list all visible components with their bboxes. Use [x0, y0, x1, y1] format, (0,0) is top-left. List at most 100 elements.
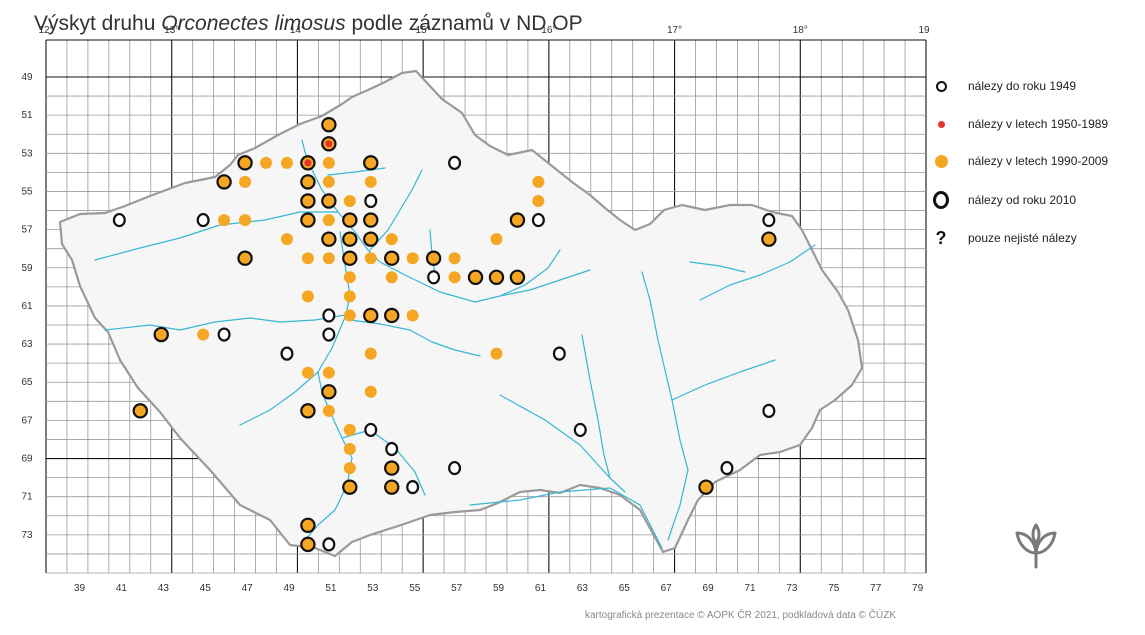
- record-from-2010: [322, 537, 336, 552]
- legend-label: nálezy od roku 2010: [968, 193, 1077, 207]
- record-from-2010: [448, 155, 462, 170]
- bottom-axis-label: 77: [870, 583, 882, 594]
- record-from-2010: [196, 212, 210, 228]
- bottom-axis-label: 43: [158, 583, 170, 594]
- record-2010-on-1990-2009: [321, 384, 337, 400]
- record-2010-on-1990-2009: [509, 269, 526, 286]
- left-axis-label: 61: [21, 301, 33, 312]
- left-axis-label: 63: [21, 339, 33, 350]
- record-2010-on-1990-2009: [216, 174, 232, 190]
- legend-symbol-question-mark: ?: [935, 227, 947, 248]
- record-1990-2009: [490, 233, 503, 246]
- record-from-2010: [406, 480, 420, 495]
- record-1990-2009: [406, 309, 419, 322]
- record-2010-on-1990-2009: [153, 326, 169, 343]
- record-1990-2009: [197, 328, 210, 341]
- record-2010-on-1990-2009: [342, 250, 358, 266]
- river-svratka: [581, 334, 626, 493]
- record-2010-on-1990-2009: [384, 479, 400, 495]
- record-1990-2009: [322, 156, 335, 169]
- top-axis-label: 13°: [164, 25, 179, 36]
- record-1990-2009: [322, 252, 335, 265]
- record-from-2010: [280, 346, 294, 361]
- record-2010-on-1990-2009: [321, 116, 337, 133]
- left-axis-label: 49: [21, 72, 33, 83]
- title-species: Orconectes limosus: [161, 12, 346, 35]
- record-2010-on-1990-2009: [300, 403, 316, 419]
- record-1990-2009: [490, 347, 503, 360]
- record-1990-2009: [364, 347, 377, 360]
- record-1950-1989: [325, 140, 333, 148]
- bottom-axis-label: 71: [744, 583, 756, 594]
- top-axis-label: 17°: [667, 25, 682, 36]
- top-axis-label: 12°: [38, 25, 53, 36]
- record-1990-2009: [343, 195, 356, 207]
- bottom-axis-label: 53: [367, 583, 379, 594]
- record-1990-2009: [406, 252, 419, 265]
- record-1990-2009: [301, 290, 314, 303]
- bottom-axis-label: 47: [242, 583, 254, 594]
- record-1990-2009: [218, 214, 231, 227]
- left-axis-label: 69: [21, 454, 33, 465]
- record-1990-2009: [301, 366, 314, 379]
- record-from-2010: [762, 403, 776, 418]
- record-2010-on-1990-2009: [698, 479, 714, 495]
- bottom-axis-label: 75: [828, 583, 840, 594]
- left-axis-label: 51: [21, 110, 33, 121]
- bottom-axis-label: 61: [535, 583, 547, 594]
- record-from-2010: [531, 212, 545, 228]
- river-jizera: [369, 169, 423, 251]
- record-2010-on-1990-2009: [342, 212, 358, 228]
- bottom-axis-label: 69: [703, 583, 715, 594]
- record-2010-on-1990-2009: [384, 307, 400, 324]
- record-1990-2009: [343, 290, 356, 303]
- record-2010-on-1990-2009: [363, 155, 379, 171]
- record-2010-on-1990-2009: [342, 479, 358, 495]
- record-1990-2009: [343, 462, 356, 475]
- map-title: Výskyt druhu Orconectes limosus podle zá…: [34, 12, 583, 36]
- record-1990-2009: [343, 309, 356, 322]
- axis-labels: 12° 13° 14° 15° 16° 17° 18° 19° 49 51 53 55 57 59 61 63…: [21, 25, 930, 594]
- legend-label: nálezy do roku 1949: [968, 79, 1077, 93]
- top-axis-label: 16°: [541, 25, 556, 36]
- record-2010-on-1990-2009: [363, 307, 379, 324]
- bottom-axis-label: 45: [200, 583, 212, 594]
- legend-item-1950-1989: nálezy v letech 1950-1989: [930, 114, 1108, 134]
- river-orlice: [499, 269, 591, 297]
- left-axis-label: 55: [21, 186, 33, 197]
- record-1990-2009: [280, 156, 293, 169]
- record-1990-2009: [385, 233, 398, 246]
- legend-label: pouze nejisté nálezy: [968, 231, 1077, 245]
- record-from-2010: [364, 422, 378, 438]
- map-credit: kartografická prezentace © AOPK ČR 2021,…: [585, 610, 897, 621]
- record-from-2010: [217, 327, 231, 342]
- record-from-2010: [427, 270, 441, 285]
- record-1990-2009: [364, 252, 377, 265]
- record-2010-on-1990-2009: [384, 250, 400, 266]
- record-from-2010: [322, 308, 336, 323]
- river-berounka: [104, 314, 346, 331]
- record-from-2010: [112, 212, 126, 228]
- record-1990-2009: [343, 443, 356, 455]
- legend-item-1990-2009: nálezy v letech 1990-2009: [930, 151, 1108, 171]
- legend-symbol-red-dot: [930, 114, 952, 134]
- record-2010-on-1990-2009: [237, 250, 253, 266]
- left-axis-label: 65: [21, 377, 33, 388]
- record-2010-on-1990-2009: [321, 193, 337, 209]
- record-1990-2009: [322, 175, 335, 188]
- left-axis-label: 57: [21, 225, 33, 236]
- river-sazava: [349, 319, 481, 357]
- record-from-2010: [322, 327, 336, 342]
- title-prefix: Výskyt druhu: [34, 12, 162, 35]
- top-axis-label: 18°: [793, 25, 808, 36]
- bottom-axis-label: 41: [116, 583, 128, 594]
- left-axis-label: 53: [21, 148, 33, 159]
- record-1990-2009: [343, 271, 356, 284]
- legend-item-uncertain: ? pouze nejisté nálezy: [930, 228, 1077, 248]
- record-2010-on-1990-2009: [321, 231, 337, 247]
- country-border: [58, 69, 864, 558]
- record-1990-2009: [364, 385, 377, 398]
- bottom-axis-label: 51: [325, 583, 337, 594]
- left-axis-label: 67: [21, 415, 33, 426]
- record-2010-on-1990-2009: [300, 212, 316, 228]
